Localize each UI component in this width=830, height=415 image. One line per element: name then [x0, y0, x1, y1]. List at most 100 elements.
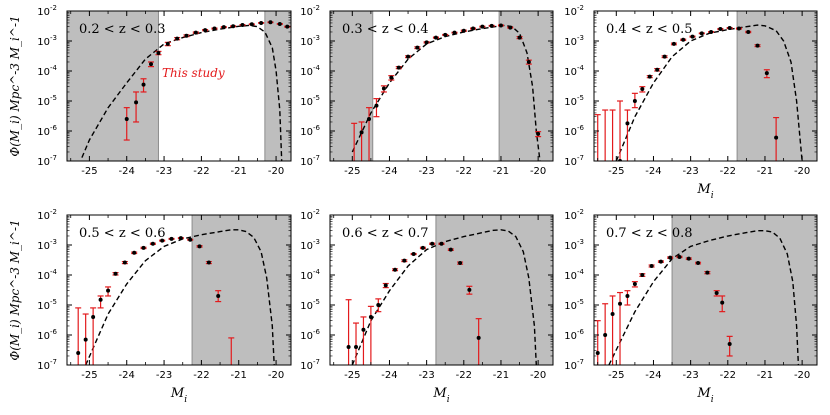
y-axis-label: Φ(M_i) Mpc^-3 M_i^-1 — [8, 15, 22, 156]
data-marker — [498, 23, 503, 28]
x-tick-label: -22 — [193, 166, 209, 177]
x-tick-label: -25 — [608, 166, 624, 177]
data-point — [90, 307, 97, 365]
panel-1: -25 -24 -23 -22 -21 -2010-710-610-510-410-310… — [8, 4, 292, 177]
data-marker — [132, 250, 137, 255]
y-tick-label: 10 — [37, 37, 50, 48]
y-tick-label: 10 — [564, 241, 577, 252]
x-tick-label: -21 — [757, 370, 773, 381]
y-tick-exponent: -6 — [313, 124, 321, 132]
x-tick-label: -20 — [530, 166, 546, 177]
y-tick-label: 10 — [564, 7, 577, 18]
data-marker — [755, 43, 760, 48]
data-marker — [618, 301, 623, 306]
model-curve — [81, 24, 283, 161]
panel-frame — [66, 214, 292, 366]
data-marker — [424, 40, 429, 45]
y-tick-exponent: -3 — [577, 34, 584, 42]
y-tick-label: 10 — [564, 211, 577, 222]
data-marker — [374, 103, 379, 108]
redshift-label: 0.7 < z < 0.8 — [606, 226, 693, 241]
data-point — [358, 121, 365, 161]
data-marker — [122, 260, 127, 265]
data-point — [639, 273, 646, 277]
data-marker — [389, 75, 394, 80]
data-point — [698, 31, 705, 36]
x-tick-label: -23 — [418, 370, 434, 381]
data-point — [497, 23, 504, 28]
panel-4: -25 -24 -23 -22 -21 -2010-710-610-510-410-310… — [8, 208, 292, 405]
panel-3: -25 -24 -23 -22 -21 -2010-710-610-510-410-310… — [564, 4, 818, 201]
data-marker — [193, 30, 198, 35]
y-tick-exponent: -3 — [50, 34, 57, 42]
data-marker — [709, 29, 714, 34]
data-marker — [212, 26, 217, 31]
panel-frame — [329, 214, 554, 366]
data-point — [82, 313, 89, 365]
data-marker — [668, 255, 673, 260]
data-point — [155, 50, 162, 56]
data-point — [284, 24, 291, 29]
data-point — [388, 75, 395, 81]
data-point — [373, 98, 380, 118]
data-point — [220, 25, 227, 30]
study-annotation: This study — [162, 66, 225, 80]
data-point — [239, 23, 246, 28]
y-tick-exponent: -3 — [313, 238, 320, 246]
data-marker — [718, 27, 723, 32]
data-point — [745, 29, 752, 34]
data-marker — [206, 260, 211, 265]
data-point — [639, 86, 646, 93]
y-tick-label: 10 — [564, 157, 577, 168]
y-tick-exponent: -2 — [50, 4, 57, 12]
x-tick-label: -21 — [231, 370, 247, 381]
data-marker — [774, 135, 779, 140]
redshift-label: 0.6 < z < 0.7 — [342, 226, 429, 241]
data-marker — [367, 117, 372, 122]
data-marker — [141, 245, 146, 250]
data-point — [594, 114, 601, 161]
data-point — [631, 281, 638, 288]
y-tick-exponent: -4 — [50, 64, 58, 72]
data-point — [112, 271, 119, 276]
data-point — [382, 282, 389, 289]
data-marker — [376, 303, 381, 307]
y-tick-exponent: -5 — [577, 298, 584, 306]
data-point — [507, 25, 514, 30]
data-point — [432, 35, 439, 40]
data-marker — [188, 237, 193, 242]
data-point — [149, 241, 156, 246]
data-point — [168, 236, 175, 241]
data-point — [211, 26, 218, 31]
y-tick-exponent: -6 — [50, 328, 58, 336]
data-point — [405, 54, 412, 59]
data-marker — [285, 24, 290, 29]
data-marker — [649, 263, 654, 268]
y-tick-exponent: -5 — [313, 298, 320, 306]
y-tick-exponent: -5 — [50, 94, 57, 102]
data-marker — [368, 314, 373, 319]
data-point — [654, 67, 661, 72]
x-tick-label: -24 — [645, 166, 661, 177]
y-tick-exponent: -5 — [50, 298, 57, 306]
data-point — [617, 291, 624, 365]
data-point — [392, 267, 399, 272]
data-point — [708, 29, 715, 34]
y-tick-label: 10 — [300, 127, 313, 138]
redshift-label: 0.3 < z < 0.4 — [342, 22, 429, 37]
x-axis-label: Mi — [170, 386, 187, 405]
y-tick-label: 10 — [37, 271, 50, 282]
data-marker — [720, 300, 725, 305]
data-point — [258, 20, 265, 25]
data-marker — [381, 86, 386, 91]
y-tick-exponent: -7 — [50, 358, 57, 366]
y-tick-label: 10 — [564, 97, 577, 108]
data-marker — [677, 254, 682, 259]
data-point — [773, 116, 780, 161]
y-tick-label: 10 — [37, 331, 50, 342]
data-marker — [91, 314, 96, 319]
y-tick-label: 10 — [300, 211, 313, 222]
data-marker — [175, 36, 180, 41]
data-marker — [508, 25, 513, 30]
